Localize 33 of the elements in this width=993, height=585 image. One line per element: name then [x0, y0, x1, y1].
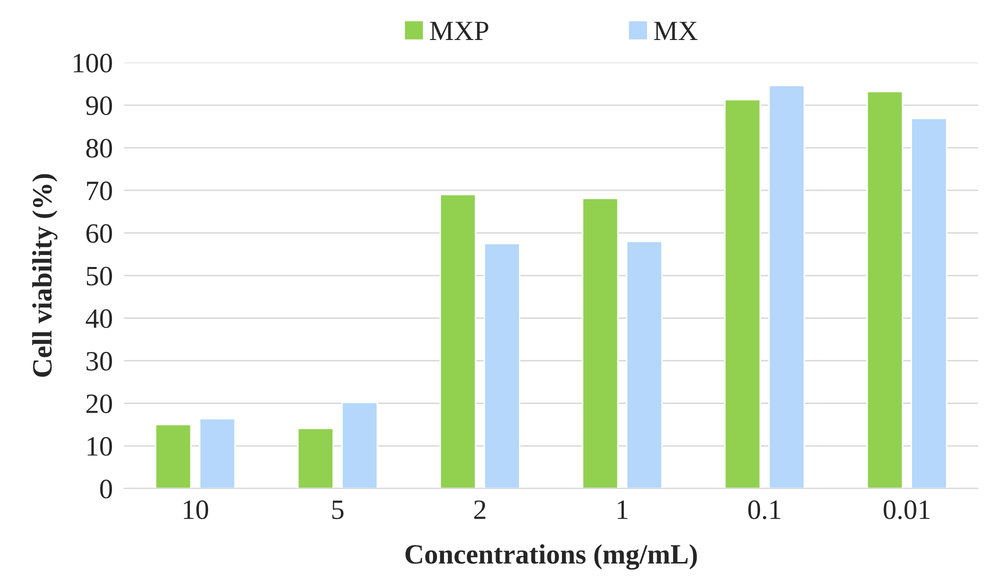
bar	[297, 428, 334, 488]
y-tick-label: 40	[86, 309, 112, 328]
bar	[866, 90, 904, 488]
y-tick-label: 70	[87, 182, 112, 200]
legend-label: MXP	[430, 22, 488, 40]
x-tick-label: 2	[474, 500, 486, 519]
x-tick-label: 0.01	[884, 500, 930, 520]
bar	[199, 418, 236, 488]
y-axis-title: Cell viability (%)	[32, 174, 58, 377]
bar	[724, 98, 761, 488]
y-tick-label: 0	[100, 480, 112, 498]
y-tick-label: 20	[86, 394, 112, 414]
y-tick-label: 10	[88, 437, 112, 456]
y-tick-label: 60	[86, 224, 112, 243]
x-axis-title: Concentrations (mg/mL)	[406, 544, 697, 570]
bar	[626, 240, 663, 488]
bar	[582, 198, 619, 488]
bar	[440, 194, 476, 488]
x-tick-label: 1	[618, 500, 628, 519]
bar	[484, 242, 520, 488]
y-tick-label: 50	[86, 266, 112, 286]
y-tick-label: 100	[74, 54, 112, 73]
y-tick-label: 80	[86, 138, 112, 158]
bar	[341, 402, 378, 488]
x-tick-label: 10	[184, 500, 208, 520]
y-tick-label: 30	[86, 352, 112, 371]
bar	[154, 424, 192, 488]
bar	[910, 118, 948, 488]
x-tick-label: 5	[332, 500, 344, 520]
x-tick-label: 0.1	[748, 500, 780, 520]
legend-label: MX	[654, 22, 698, 40]
bar	[768, 84, 806, 488]
y-tick-label: 90	[86, 96, 112, 116]
